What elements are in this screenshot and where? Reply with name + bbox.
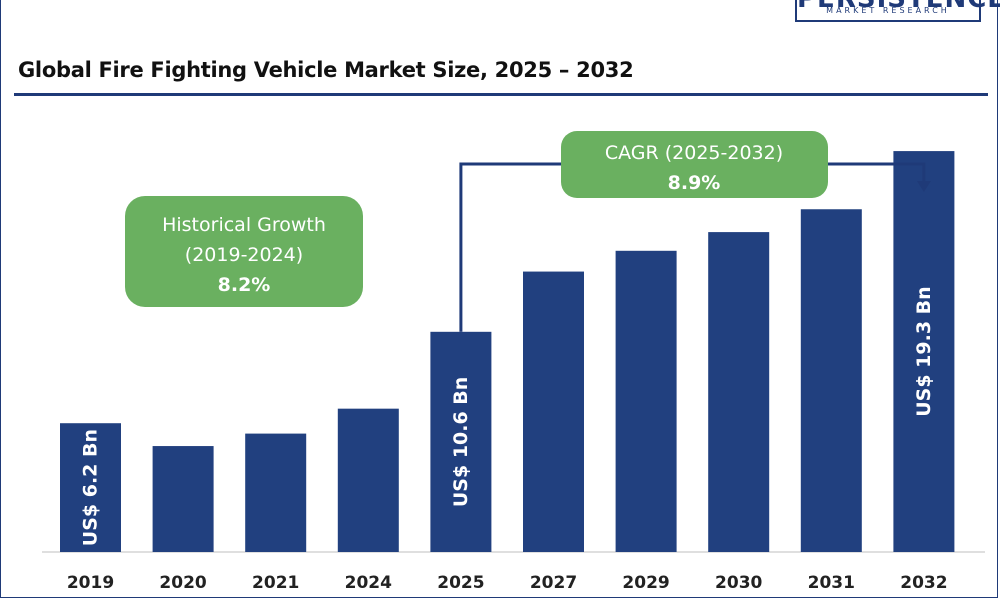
bar-2020 — [152, 446, 214, 552]
cagr-value: 8.9% — [668, 172, 721, 194]
bar-2021 — [245, 433, 307, 552]
x-tick-label-2019: 2019 — [67, 573, 114, 593]
cagr-callout — [561, 131, 828, 198]
data-label-2019: US$ 6.2 Bn — [80, 429, 102, 546]
brand-name: PERSISTENCE — [797, 0, 1000, 12]
x-tick-label-2030: 2030 — [715, 573, 762, 593]
x-tick-label-2031: 2031 — [808, 573, 855, 593]
historical-growth-period: (2019-2024) — [185, 244, 303, 266]
historical-growth-label: Historical Growth — [162, 214, 326, 236]
x-tick-label-2020: 2020 — [159, 573, 206, 593]
bar-2024 — [337, 408, 399, 552]
x-tick-label-2025: 2025 — [437, 573, 484, 593]
bar-2030 — [708, 232, 770, 552]
bar-2029 — [615, 250, 677, 552]
brand-tagline: MARKET RESEARCH — [826, 6, 950, 15]
data-label-2025: US$ 10.6 Bn — [450, 377, 472, 507]
bar-2032 — [893, 151, 955, 552]
bar-2019 — [60, 423, 121, 552]
bar-2025 — [430, 331, 492, 552]
data-label-2032: US$ 19.3 Bn — [913, 286, 935, 416]
x-tick-label-2021: 2021 — [252, 573, 299, 593]
x-tick-label-2032: 2032 — [900, 573, 947, 593]
brand-logo: PERSISTENCE MARKET RESEARCH — [795, 0, 1000, 22]
historical-growth-value: 8.2% — [218, 274, 271, 296]
x-tick-label-2029: 2029 — [622, 573, 669, 593]
title-divider — [14, 93, 988, 96]
cagr-arrowhead-icon — [916, 181, 931, 192]
x-tick-label-2027: 2027 — [530, 573, 577, 593]
bar-2027 — [523, 271, 584, 552]
historical-growth-callout — [125, 196, 363, 307]
x-tick-label-2024: 2024 — [345, 573, 392, 593]
chart-title: Global Fire Fighting Vehicle Market Size… — [18, 58, 634, 82]
bar-2031 — [800, 209, 862, 552]
cagr-label: CAGR (2025-2032) — [605, 142, 783, 164]
